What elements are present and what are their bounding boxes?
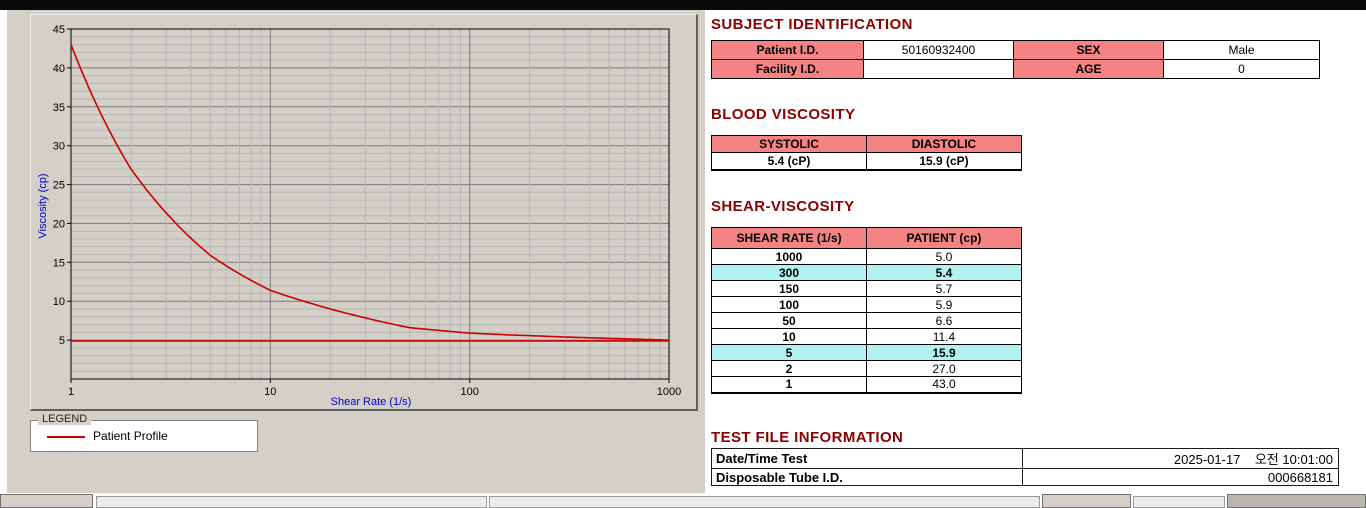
systolic-header: SYSTOLIC [711, 135, 867, 153]
svg-text:35: 35 [53, 102, 65, 114]
legend-title: LEGEND [38, 413, 92, 425]
table-row: 100 5.9 [711, 296, 1022, 313]
table-row: SHEAR RATE (1/s) PATIENT (cp) [711, 227, 1022, 249]
table-row: Disposable Tube I.D. 000668181 [711, 468, 1339, 486]
shear-viscosity-heading: SHEAR-VISCOSITY [711, 198, 855, 215]
shear-rate-cell: 5 [711, 344, 867, 361]
diastolic-header: DIASTOLIC [866, 135, 1022, 153]
shear-rate-cell: 10 [711, 328, 867, 345]
viscosity-cell: 5.4 [866, 264, 1022, 281]
facility-id-value [863, 59, 1014, 79]
table-row: Date/Time Test 2025-01-17 오전 10:01:00 [711, 448, 1339, 469]
blood-viscosity-table: SYSTOLIC DIASTOLIC 5.4 (cP) 15.9 (cP) [711, 135, 1022, 171]
bottom-button-right[interactable] [1227, 494, 1366, 508]
facility-id-label: Facility I.D. [711, 59, 864, 79]
table-row-highlighted: 5 15.9 [711, 344, 1022, 361]
patient-cp-header: PATIENT (cp) [866, 227, 1022, 249]
shear-viscosity-table: SHEAR RATE (1/s) PATIENT (cp) 1000 5.0 3… [711, 227, 1022, 394]
viscosity-cell: 5.9 [866, 296, 1022, 313]
table-row-highlighted: 300 5.4 [711, 264, 1022, 281]
svg-text:45: 45 [53, 24, 65, 36]
blood-viscosity-heading: BLOOD VISCOSITY [711, 106, 856, 123]
age-value: 0 [1163, 59, 1320, 79]
bottom-button-mid[interactable] [1042, 494, 1131, 508]
viscosity-cell: 27.0 [866, 360, 1022, 377]
viscosity-cell: 6.6 [866, 312, 1022, 329]
svg-text:1: 1 [68, 386, 74, 398]
disposable-tube-id-label: Disposable Tube I.D. [711, 468, 1023, 486]
table-row: 1000 5.0 [711, 248, 1022, 265]
shear-rate-cell: 1 [711, 376, 867, 393]
svg-text:100: 100 [461, 386, 479, 398]
diastolic-value: 15.9 (cP) [866, 152, 1022, 170]
shear-rate-cell: 2 [711, 360, 867, 377]
table-row: 1 43.0 [711, 376, 1022, 393]
bottom-panel-1[interactable] [96, 496, 487, 508]
svg-text:15: 15 [53, 257, 65, 269]
sex-value: Male [1163, 40, 1320, 60]
svg-text:30: 30 [53, 141, 65, 153]
shear-rate-cell: 100 [711, 296, 867, 313]
shear-rate-cell: 150 [711, 280, 867, 297]
legend-line-swatch [47, 436, 85, 438]
svg-text:10: 10 [53, 296, 65, 308]
patient-id-label: Patient I.D. [711, 40, 864, 60]
date-time-test-value: 2025-01-17 오전 10:01:00 [1022, 448, 1339, 469]
table-row: 5.4 (cP) 15.9 (cP) [711, 152, 1022, 170]
test-file-information-heading: TEST FILE INFORMATION [711, 429, 904, 446]
table-row: 2 27.0 [711, 360, 1022, 377]
viscosity-cell: 15.9 [866, 344, 1022, 361]
viscosity-cell: 43.0 [866, 376, 1022, 393]
sex-label: SEX [1013, 40, 1164, 60]
table-row: 50 6.6 [711, 312, 1022, 329]
svg-text:10: 10 [264, 386, 276, 398]
shear-rate-header: SHEAR RATE (1/s) [711, 227, 867, 249]
table-row: Facility I.D. AGE 0 [711, 59, 1320, 79]
viscosity-line-chart: 1 10 100 1000 5 10 15 20 25 30 35 40 45 [53, 24, 681, 398]
shear-rate-cell: 300 [711, 264, 867, 281]
date-time-test-label: Date/Time Test [711, 448, 1023, 469]
table-row: 10 11.4 [711, 328, 1022, 345]
svg-text:20: 20 [53, 218, 65, 230]
bottom-panel-3[interactable] [1133, 496, 1225, 508]
test-file-information-table: Date/Time Test 2025-01-17 오전 10:01:00 Di… [711, 448, 1339, 486]
subject-identification-heading: SUBJECT IDENTIFICATION [711, 16, 913, 33]
viscosity-cell: 11.4 [866, 328, 1022, 345]
bottom-panel-2[interactable] [489, 496, 1040, 508]
disposable-tube-id-value: 000668181 [1022, 468, 1339, 486]
legend-entry-label: Patient Profile [93, 429, 168, 443]
systolic-value: 5.4 (cP) [711, 152, 867, 170]
svg-text:1000: 1000 [657, 386, 681, 398]
title-bar [0, 0, 1366, 10]
table-row: 150 5.7 [711, 280, 1022, 297]
chart-legend: LEGEND Patient Profile [30, 413, 258, 452]
table-row: SYSTOLIC DIASTOLIC [711, 135, 1022, 153]
svg-text:5: 5 [59, 335, 65, 347]
shear-rate-cell: 50 [711, 312, 867, 329]
viscosity-cell: 5.7 [866, 280, 1022, 297]
svg-text:40: 40 [53, 63, 65, 75]
age-label: AGE [1013, 59, 1164, 79]
patient-id-value: 50160932400 [863, 40, 1014, 60]
viscosity-cell: 5.0 [866, 248, 1022, 265]
table-row: Patient I.D. 50160932400 SEX Male [711, 40, 1320, 60]
svg-text:25: 25 [53, 180, 65, 192]
bottom-button-left[interactable] [0, 494, 93, 508]
viscosity-chart-panel: 1 10 100 1000 5 10 15 20 25 30 35 40 45 Viscosity (c… [30, 14, 698, 411]
shear-rate-cell: 1000 [711, 248, 867, 265]
subject-identification-table: Patient I.D. 50160932400 SEX Male Facili… [711, 40, 1320, 79]
y-axis-title: Viscosity (cp) [37, 173, 49, 239]
x-axis-title: Shear Rate (1/s) [330, 396, 412, 408]
